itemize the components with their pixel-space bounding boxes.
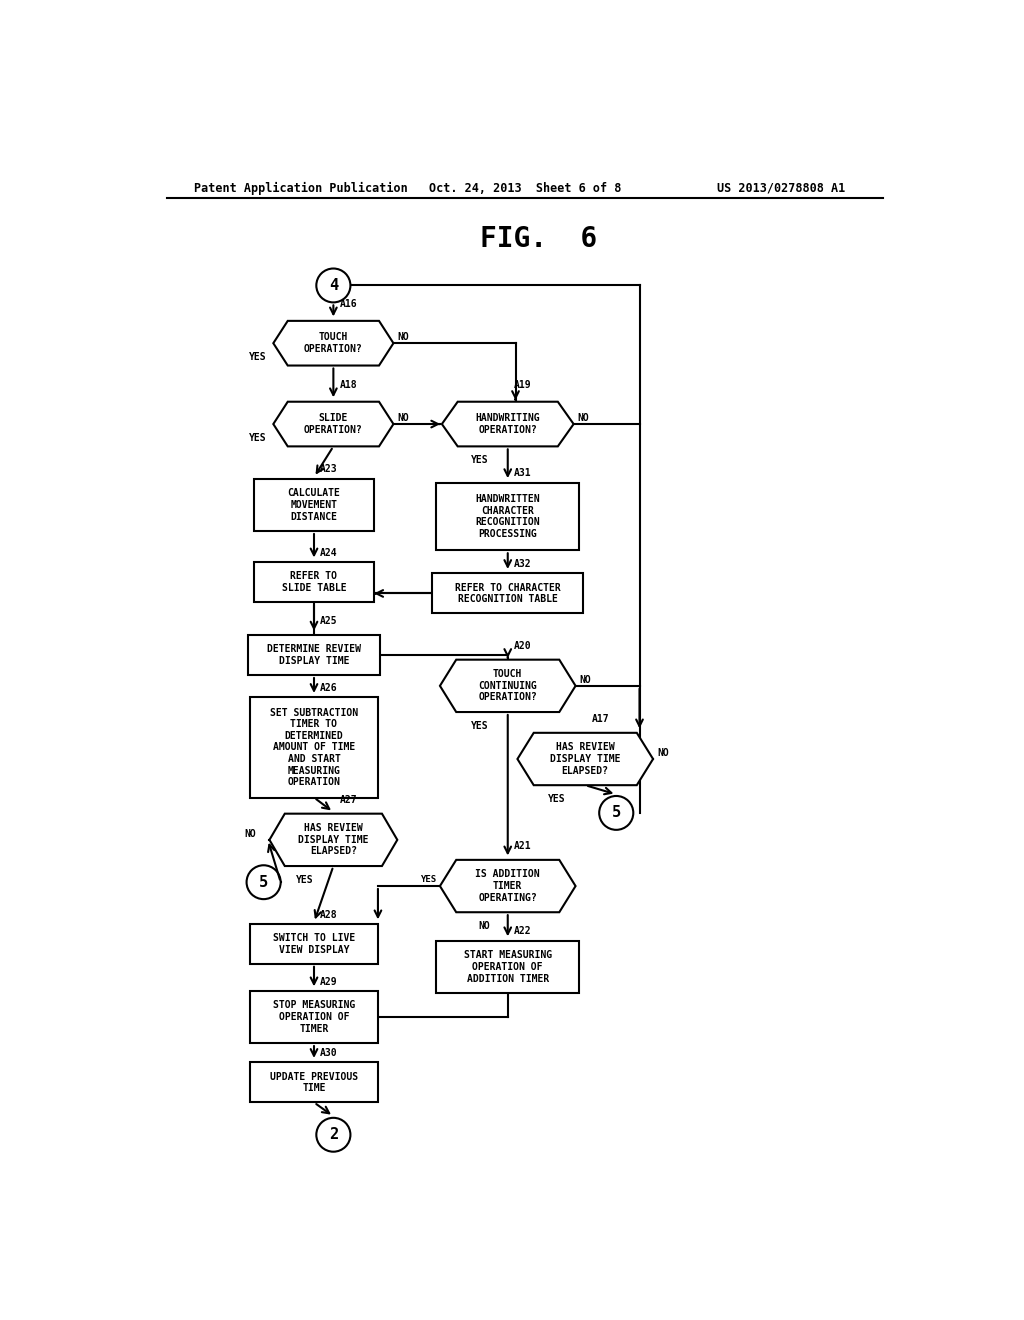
Text: A18: A18 xyxy=(340,380,357,389)
Text: IS ADDITION
TIMER
OPERATING?: IS ADDITION TIMER OPERATING? xyxy=(475,870,540,903)
FancyBboxPatch shape xyxy=(248,635,380,675)
Polygon shape xyxy=(273,321,393,366)
Text: UPDATE PREVIOUS
TIME: UPDATE PREVIOUS TIME xyxy=(270,1072,358,1093)
Text: YES: YES xyxy=(249,352,266,362)
Text: STOP MEASURING
OPERATION OF
TIMER: STOP MEASURING OPERATION OF TIMER xyxy=(272,1001,355,1034)
Text: Patent Application Publication: Patent Application Publication xyxy=(194,182,408,194)
Text: YES: YES xyxy=(249,433,266,444)
FancyBboxPatch shape xyxy=(250,924,378,964)
Polygon shape xyxy=(440,859,575,912)
Text: HANDWRITTEN
CHARACTER
RECOGNITION
PROCESSING: HANDWRITTEN CHARACTER RECOGNITION PROCES… xyxy=(475,494,540,539)
Text: YES: YES xyxy=(296,875,313,884)
Text: YES: YES xyxy=(420,875,436,884)
Text: 5: 5 xyxy=(611,805,621,821)
Text: NO: NO xyxy=(397,333,409,342)
Text: A30: A30 xyxy=(321,1048,338,1059)
Text: HAS REVIEW
DISPLAY TIME
ELAPSED?: HAS REVIEW DISPLAY TIME ELAPSED? xyxy=(550,742,621,776)
Text: A24: A24 xyxy=(321,548,338,557)
Text: START MEASURING
OPERATION OF
ADDITION TIMER: START MEASURING OPERATION OF ADDITION TI… xyxy=(464,950,552,983)
Text: A26: A26 xyxy=(321,684,338,693)
FancyBboxPatch shape xyxy=(250,991,378,1043)
Text: 5: 5 xyxy=(259,875,268,890)
Text: SET SUBTRACTION
TIMER TO
DETERMINED
AMOUNT OF TIME
AND START
MEASURING
OPERATION: SET SUBTRACTION TIMER TO DETERMINED AMOU… xyxy=(270,708,358,787)
Text: A19: A19 xyxy=(514,380,531,389)
Text: YES: YES xyxy=(471,721,488,731)
Text: NO: NO xyxy=(580,675,591,685)
Text: REFER TO CHARACTER
RECOGNITION TABLE: REFER TO CHARACTER RECOGNITION TABLE xyxy=(455,582,560,605)
Text: A22: A22 xyxy=(514,927,531,936)
Circle shape xyxy=(599,796,633,830)
Text: NO: NO xyxy=(657,748,669,758)
Text: A16: A16 xyxy=(340,298,357,309)
Text: YES: YES xyxy=(471,455,488,465)
Text: HANDWRITING
OPERATION?: HANDWRITING OPERATION? xyxy=(475,413,540,434)
Text: CALCULATE
MOVEMENT
DISTANCE: CALCULATE MOVEMENT DISTANCE xyxy=(288,488,340,521)
Text: A28: A28 xyxy=(321,909,338,920)
Text: 4: 4 xyxy=(329,279,338,293)
Polygon shape xyxy=(269,813,397,866)
FancyBboxPatch shape xyxy=(254,562,374,602)
Text: A32: A32 xyxy=(514,560,531,569)
Polygon shape xyxy=(440,660,575,711)
Text: NO: NO xyxy=(478,921,490,931)
Text: A25: A25 xyxy=(321,616,338,626)
Text: A21: A21 xyxy=(514,841,531,851)
Text: HAS REVIEW
DISPLAY TIME
ELAPSED?: HAS REVIEW DISPLAY TIME ELAPSED? xyxy=(298,824,369,857)
Text: A23: A23 xyxy=(321,465,338,474)
FancyBboxPatch shape xyxy=(436,941,580,993)
Polygon shape xyxy=(273,401,393,446)
Text: Oct. 24, 2013  Sheet 6 of 8: Oct. 24, 2013 Sheet 6 of 8 xyxy=(429,182,621,194)
FancyBboxPatch shape xyxy=(250,697,378,797)
FancyBboxPatch shape xyxy=(436,483,580,550)
Text: NO: NO xyxy=(578,413,589,422)
Text: 2: 2 xyxy=(329,1127,338,1142)
Text: A17: A17 xyxy=(592,714,609,723)
FancyBboxPatch shape xyxy=(254,479,374,531)
Polygon shape xyxy=(517,733,653,785)
Text: YES: YES xyxy=(548,795,565,804)
Text: TOUCH
OPERATION?: TOUCH OPERATION? xyxy=(304,333,362,354)
Circle shape xyxy=(316,1118,350,1151)
Text: A20: A20 xyxy=(514,640,531,651)
FancyBboxPatch shape xyxy=(432,573,584,614)
Text: A29: A29 xyxy=(321,977,338,986)
Text: FIG.  6: FIG. 6 xyxy=(480,226,597,253)
Circle shape xyxy=(316,268,350,302)
Circle shape xyxy=(247,866,281,899)
Text: SWITCH TO LIVE
VIEW DISPLAY: SWITCH TO LIVE VIEW DISPLAY xyxy=(272,933,355,954)
Text: TOUCH
CONTINUING
OPERATION?: TOUCH CONTINUING OPERATION? xyxy=(478,669,538,702)
Text: DETERMINE REVIEW
DISPLAY TIME: DETERMINE REVIEW DISPLAY TIME xyxy=(267,644,361,665)
Text: NO: NO xyxy=(245,829,256,838)
Text: US 2013/0278808 A1: US 2013/0278808 A1 xyxy=(717,182,845,194)
Text: SLIDE
OPERATION?: SLIDE OPERATION? xyxy=(304,413,362,434)
FancyBboxPatch shape xyxy=(250,1063,378,1102)
Text: NO: NO xyxy=(397,413,409,422)
Text: REFER TO
SLIDE TABLE: REFER TO SLIDE TABLE xyxy=(282,572,346,593)
Text: A31: A31 xyxy=(514,469,531,478)
Polygon shape xyxy=(442,401,573,446)
Text: A27: A27 xyxy=(340,795,357,805)
